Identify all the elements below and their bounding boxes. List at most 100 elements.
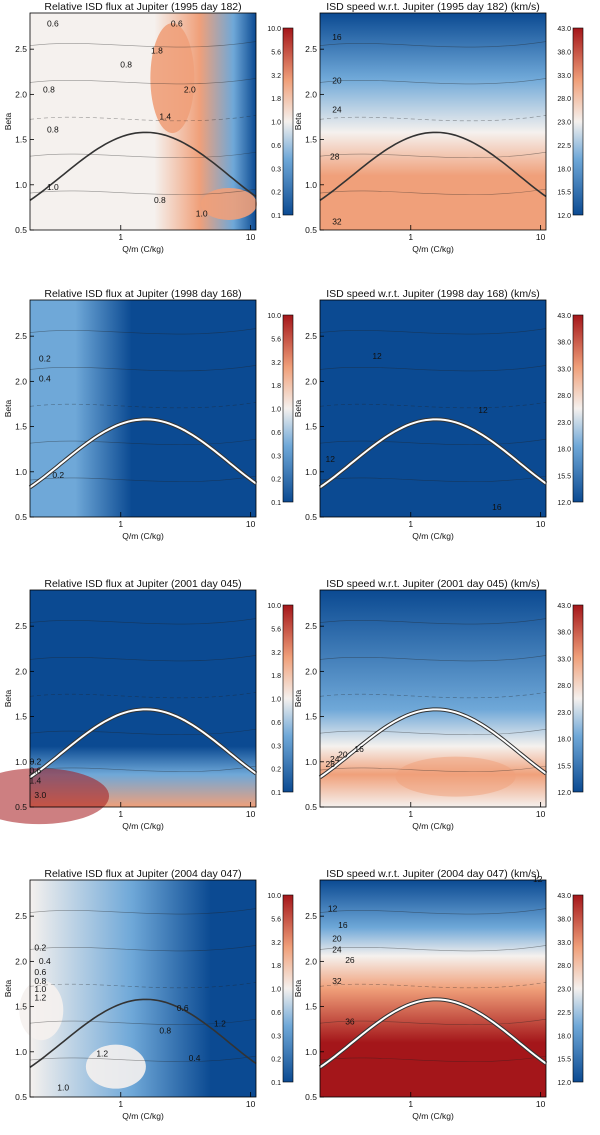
y-axis-label: Beta: [3, 689, 13, 707]
y-tick-label: 1.0: [305, 180, 317, 190]
x-axis-label: Q/m (C/kg): [122, 531, 164, 541]
colorbar-tick-label: 38.0: [557, 630, 571, 637]
colorbar-tick-label: 1.8: [271, 963, 281, 970]
colorbar: [282, 604, 294, 793]
plot-frame: [29, 589, 257, 808]
panel-title: ISD speed w.r.t. Jupiter (2004 day 047) …: [326, 868, 540, 880]
y-axis-label: Beta: [293, 979, 303, 997]
panel-7: Relative ISD flux at Jupiter (2004 day 0…: [3, 868, 294, 1121]
x-tick-label: 1: [118, 809, 123, 819]
plot-frame: [319, 12, 547, 231]
colorbar: [572, 604, 584, 793]
colorbar-tick-label: 22.5: [557, 143, 571, 150]
contour-label: 1.4: [29, 775, 41, 785]
colorbar-tick-label: 5.6: [271, 916, 281, 923]
y-axis-label: Beta: [3, 399, 13, 417]
contour-label: 12: [328, 904, 338, 914]
panel-title: ISD speed w.r.t. Jupiter (1995 day 182) …: [326, 1, 540, 13]
contour-label: 0.2: [29, 757, 41, 767]
x-tick-label: 10: [246, 809, 256, 819]
y-axis-label: Beta: [293, 689, 303, 707]
contour-label: 26: [345, 955, 355, 965]
contour-label: 36: [345, 1017, 355, 1027]
contour-label: 1.2: [34, 992, 46, 1002]
contour-label: 0.6: [34, 967, 46, 977]
panel-1: Relative ISD flux at Jupiter (1995 day 1…: [3, 1, 294, 254]
y-tick-label: 0.5: [305, 512, 317, 522]
y-tick-label: 1.0: [305, 467, 317, 477]
colorbar-tick-label: 33.0: [557, 73, 571, 80]
colorbar-tick-label: 23.0: [557, 987, 571, 994]
contour-label: 1.0: [57, 1083, 69, 1093]
contour-line: [29, 151, 257, 159]
x-axis-label: Q/m (C/kg): [412, 1111, 454, 1121]
contour-label: 0.6: [171, 19, 183, 29]
colorbar-tick-label: 10.0: [267, 603, 281, 610]
y-tick-label: 2.5: [305, 621, 317, 631]
contour-line: [29, 618, 257, 625]
contour-label: 0.8: [47, 124, 59, 134]
contour-line: [319, 328, 547, 335]
y-tick-label: 2.0: [305, 956, 317, 966]
y-axis-label: Beta: [293, 399, 303, 417]
plot-frame: [29, 879, 257, 1098]
y-tick-label: 1.5: [15, 1002, 27, 1012]
y-axis-label: Beta: [293, 112, 303, 130]
colorbar-tick-label: 43.0: [557, 603, 571, 610]
colorbar-tick-label: 38.0: [557, 340, 571, 347]
y-tick-label: 1.0: [305, 757, 317, 767]
contour-label: 12: [533, 874, 543, 884]
contour-label: 24: [332, 944, 342, 954]
heatmap-hotspot: [150, 23, 195, 134]
y-tick-label: 2.5: [15, 621, 27, 631]
x-axis-label: Q/m (C/kg): [412, 821, 454, 831]
y-tick-label: 2.5: [15, 44, 27, 54]
colorbar-tick-label: 33.0: [557, 366, 571, 373]
colorbar-tick-label: 33.0: [557, 656, 571, 663]
colorbar-tick-label: 23.0: [557, 420, 571, 427]
panel-title: Relative ISD flux at Jupiter (2004 day 0…: [44, 868, 241, 880]
y-tick-label: 1.0: [15, 180, 27, 190]
colorbar-tick-label: 1.0: [271, 120, 281, 127]
y-tick-label: 2.5: [15, 911, 27, 921]
x-tick-label: 1: [118, 1099, 123, 1109]
panel-3: Relative ISD flux at Jupiter (1998 day 1…: [3, 288, 294, 541]
contour-line: [319, 945, 547, 952]
contour-line: [319, 475, 547, 482]
y-tick-label: 0.5: [305, 225, 317, 235]
contour-label: 0.2: [39, 353, 51, 363]
y-tick-label: 1.5: [15, 422, 27, 432]
colorbar-tick-label: 1.8: [271, 96, 281, 103]
contour-line: [319, 438, 547, 446]
colorbar-tick-label: 10.0: [267, 313, 281, 320]
colorbar-tick-label: 38.0: [557, 49, 571, 56]
contour-line: [29, 728, 257, 736]
panel-title: Relative ISD flux at Jupiter (1998 day 1…: [44, 288, 241, 300]
y-tick-label: 1.5: [305, 422, 317, 432]
y-tick-label: 1.0: [15, 757, 27, 767]
x-tick-label: 10: [536, 809, 546, 819]
panel-title: ISD speed w.r.t. Jupiter (1998 day 168) …: [326, 288, 540, 300]
colorbar-tick-label: 5.6: [271, 626, 281, 633]
heatmap-hotspot: [85, 1044, 146, 1089]
colorbar-tick-label: 0.2: [271, 190, 281, 197]
colorbar-tick-label: 33.0: [557, 940, 571, 947]
colorbar-tick-label: 0.2: [271, 477, 281, 484]
contour-line: [29, 188, 257, 195]
contour-line: [319, 765, 547, 772]
colorbar: [572, 27, 584, 216]
contour-label: 0.8: [34, 976, 46, 986]
contour-line: [29, 328, 257, 335]
colorbar-tick-label: 1.0: [271, 987, 281, 994]
contour-label: 16: [492, 502, 502, 512]
contour-line: [29, 655, 257, 662]
plot-frame: [319, 299, 547, 518]
contour-line: [319, 151, 547, 159]
contour-label: 20: [338, 749, 348, 759]
y-tick-label: 1.0: [15, 1047, 27, 1057]
heatmap-area: [320, 13, 546, 230]
colorbar: [282, 894, 294, 1083]
x-tick-label: 1: [118, 519, 123, 529]
colorbar-tick-label: 12.0: [557, 500, 571, 507]
